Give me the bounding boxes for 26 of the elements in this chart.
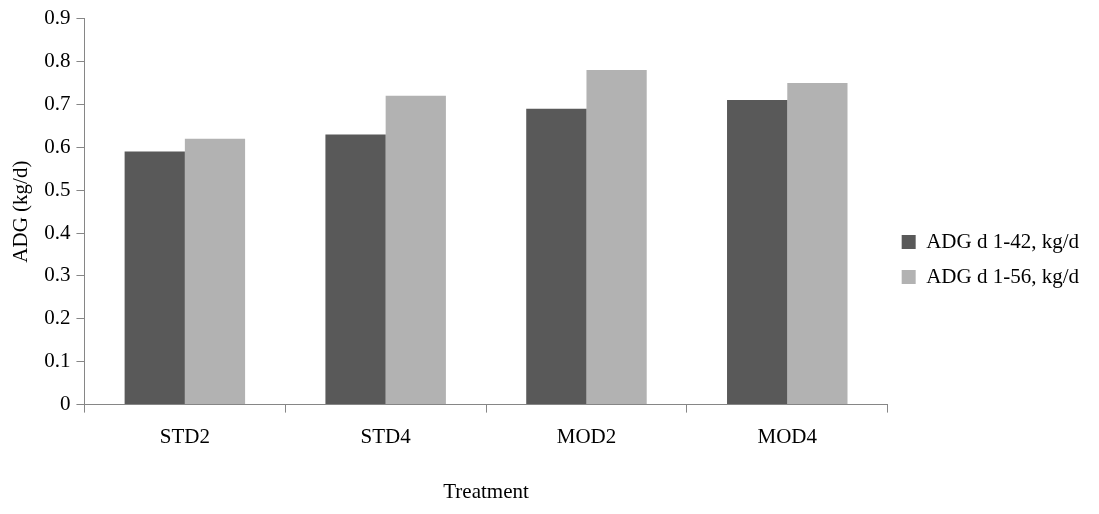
y-tick-label: 0.7 <box>44 90 71 115</box>
bar <box>325 134 386 405</box>
bar <box>184 138 246 405</box>
bar <box>385 95 446 405</box>
bar <box>124 151 185 405</box>
y-tick-label: 0.8 <box>44 48 71 72</box>
legend-label: ADG d 1-42, kg/d <box>926 228 1080 253</box>
x-tick-label: STD4 <box>360 423 412 448</box>
y-tick-label: 0.4 <box>44 219 71 244</box>
x-axis-title: Treatment <box>443 478 529 503</box>
y-tick-label: 0.6 <box>44 133 71 158</box>
x-tick-label: STD2 <box>159 423 210 448</box>
y-tick-label: 0.9 <box>44 5 71 30</box>
bar <box>727 100 788 405</box>
y-tick-label: 0 <box>59 391 71 416</box>
bar <box>787 82 848 405</box>
y-tick-label: 0.5 <box>44 176 71 201</box>
y-axis-title: ADG (kg/d) <box>8 160 33 263</box>
y-tick-label: 0.3 <box>44 262 71 287</box>
bar <box>586 70 647 405</box>
x-tick-label: MOD4 <box>757 423 818 448</box>
y-tick-label: 0.1 <box>44 348 71 373</box>
x-tick-label: MOD2 <box>556 423 617 448</box>
y-tick-label: 0.2 <box>44 305 71 330</box>
legend-label: ADG d 1-56, kg/d <box>926 263 1080 288</box>
bar <box>526 108 587 405</box>
